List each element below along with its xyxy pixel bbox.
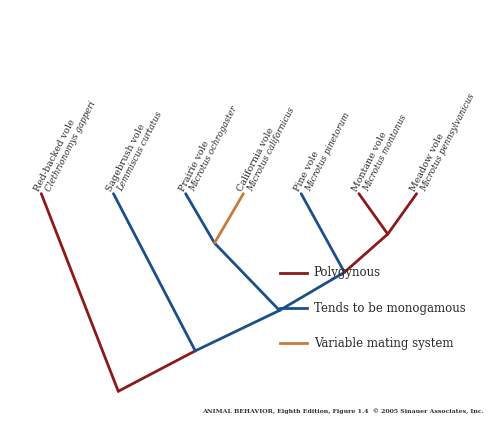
- Text: Clethrionomys gapperi: Clethrionomys gapperi: [44, 99, 97, 192]
- Text: Microtus californicus: Microtus californicus: [246, 106, 296, 192]
- Text: ANIMAL BEHAVIOR, Eighth Edition, Figure 1.4  © 2005 Sinauer Associates, Inc.: ANIMAL BEHAVIOR, Eighth Edition, Figure …: [202, 408, 484, 414]
- Text: Polygynous: Polygynous: [314, 266, 381, 279]
- Text: Microtus pinetorum: Microtus pinetorum: [304, 111, 352, 192]
- Text: Meadow vole: Meadow vole: [408, 131, 446, 192]
- Text: Lemmiscus curtatus: Lemmiscus curtatus: [116, 110, 164, 192]
- Text: Sagebrush vole: Sagebrush vole: [106, 122, 147, 192]
- Text: Microtus ochrogaster: Microtus ochrogaster: [188, 104, 239, 192]
- Text: Pine vole: Pine vole: [293, 149, 321, 192]
- Text: California vole: California vole: [235, 126, 275, 192]
- Text: Microtus pennsylvanicus: Microtus pennsylvanicus: [419, 92, 476, 192]
- Text: Red-backed vole: Red-backed vole: [33, 117, 77, 192]
- Text: Prairie vole: Prairie vole: [178, 139, 211, 192]
- Text: Microtus montanus: Microtus montanus: [362, 113, 408, 192]
- Text: Variable mating system: Variable mating system: [314, 337, 453, 350]
- Text: Montane vole: Montane vole: [351, 130, 389, 192]
- Text: Tends to be monogamous: Tends to be monogamous: [314, 301, 466, 314]
